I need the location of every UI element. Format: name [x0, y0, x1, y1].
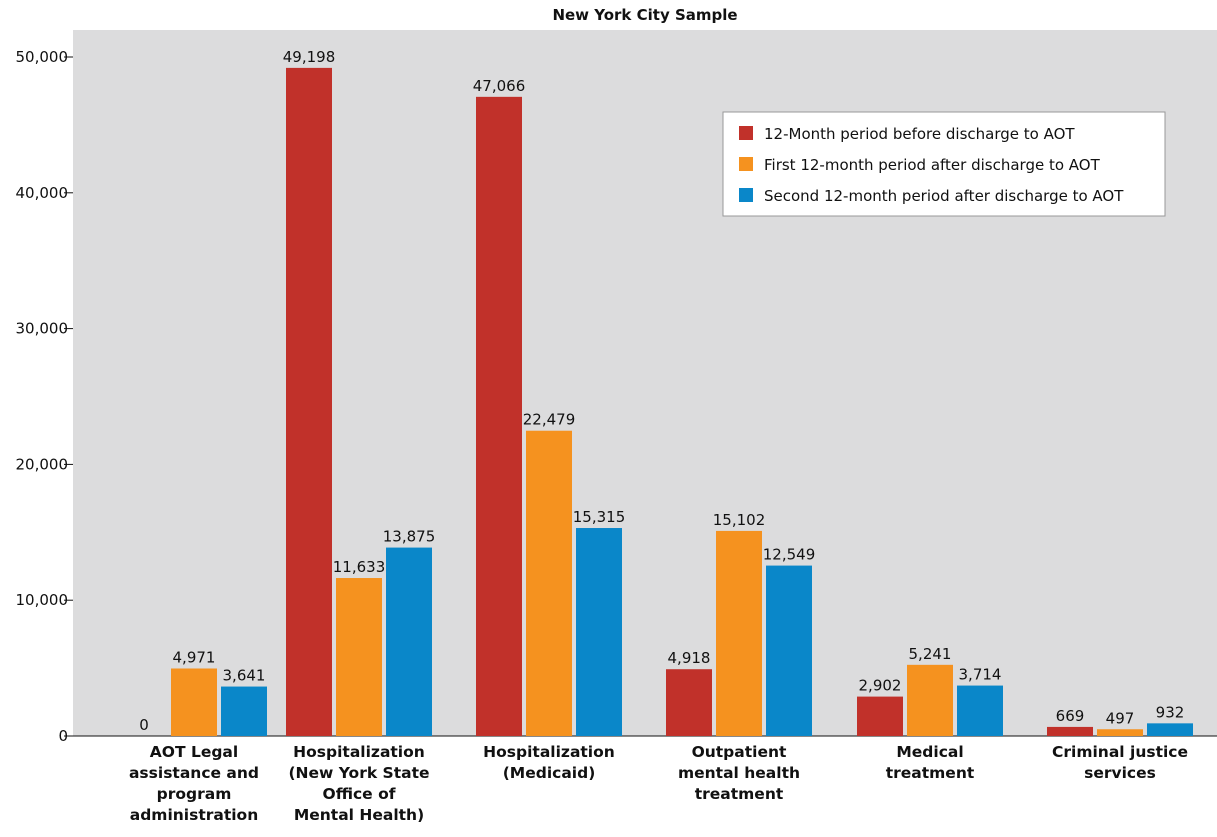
legend: 12-Month period before discharge to AOT … [722, 111, 1166, 217]
bar-series1-cat3 [476, 96, 522, 736]
data-label: 4,918 [668, 649, 711, 667]
x-category-label: (Medicaid) [503, 764, 596, 782]
bar-series3-cat4 [766, 565, 812, 736]
data-label: 12,549 [763, 546, 816, 564]
data-label: 11,633 [333, 558, 386, 576]
y-tick-label: 50,000 [16, 48, 69, 66]
x-category-label: administration [130, 806, 259, 824]
x-category-label: AOT Legal [150, 743, 238, 761]
bar-series2-cat6 [1097, 729, 1143, 736]
data-label: 22,479 [523, 411, 576, 429]
data-label: 13,875 [383, 528, 436, 546]
legend-swatch-2 [739, 157, 753, 171]
legend-label-1: 12-Month period before discharge to AOT [764, 125, 1075, 143]
bar-series3-cat1 [221, 686, 267, 736]
bar-series1-cat4 [666, 669, 712, 736]
legend-box [722, 111, 1166, 217]
legend-label-3: Second 12-month period after discharge t… [764, 187, 1124, 205]
bar-series2-cat2 [336, 578, 382, 736]
x-category-label: Mental Health) [294, 806, 424, 824]
bar-series1-cat2 [286, 67, 332, 736]
data-label: 3,714 [959, 666, 1002, 684]
data-label: 932 [1156, 703, 1185, 721]
x-category-label: Hospitalization [483, 743, 615, 761]
x-category-label: Criminal justice [1052, 743, 1188, 761]
x-category-label: mental health [678, 764, 800, 782]
legend-label-2: First 12-month period after discharge to… [764, 156, 1101, 174]
bar-series2-cat1 [171, 668, 217, 736]
y-tick-label: 10,000 [16, 591, 69, 609]
bar-series2-cat3 [526, 430, 572, 736]
y-tick-label: 30,000 [16, 320, 69, 338]
bar-series3-cat6 [1147, 723, 1193, 736]
data-label: 49,198 [283, 48, 336, 66]
bar-series3-cat2 [386, 547, 432, 736]
data-label: 5,241 [909, 645, 952, 663]
x-category-label: assistance and [129, 764, 259, 782]
x-category-label: Outpatient [692, 743, 787, 761]
x-category-label: (New York State [288, 764, 429, 782]
data-label: 669 [1056, 707, 1085, 725]
x-category-label: Medical [896, 743, 963, 761]
y-tick-label: 0 [58, 727, 68, 745]
data-label: 15,102 [713, 511, 766, 529]
bar-series3-cat5 [957, 685, 1003, 736]
bar-series2-cat5 [907, 664, 953, 736]
x-category-label: services [1084, 764, 1156, 782]
x-category-label: program [157, 785, 232, 803]
chart-title: New York City Sample [552, 6, 737, 24]
bar-series1-cat6 [1047, 726, 1093, 736]
y-tick-label: 40,000 [16, 184, 69, 202]
legend-swatch-1 [739, 126, 753, 140]
x-category-label: Office of [323, 785, 396, 803]
x-category-label: treatment [886, 764, 975, 782]
bar-series3-cat3 [576, 528, 622, 736]
bar-series1-cat5 [857, 696, 903, 736]
x-category-label: treatment [695, 785, 784, 803]
data-label: 497 [1106, 709, 1135, 727]
y-tick-label: 20,000 [16, 455, 69, 473]
data-label: 15,315 [573, 508, 626, 526]
data-label: 47,066 [473, 77, 526, 95]
data-label: 4,971 [173, 648, 216, 666]
bar-series2-cat4 [716, 530, 762, 736]
legend-swatch-3 [739, 188, 753, 202]
data-label: 2,902 [859, 677, 902, 695]
x-category-label: Hospitalization [293, 743, 425, 761]
data-label: 0 [139, 716, 149, 734]
data-label: 3,641 [223, 667, 266, 685]
